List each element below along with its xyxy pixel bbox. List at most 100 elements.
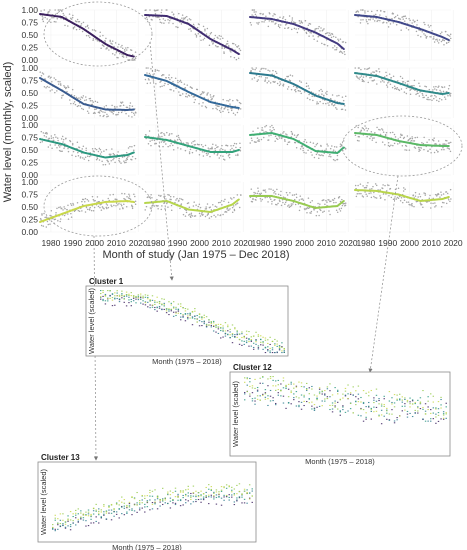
inset-data-point (87, 509, 90, 511)
data-point (431, 138, 434, 141)
data-point (223, 47, 226, 50)
inset-data-point (82, 513, 85, 515)
data-point (329, 97, 332, 100)
data-point (373, 191, 375, 194)
data-point (71, 16, 74, 19)
data-point (128, 107, 131, 109)
data-point (288, 15, 291, 17)
data-point (333, 201, 335, 204)
data-point (308, 35, 310, 37)
inset-data-point (194, 318, 196, 320)
inset-data-point (409, 401, 411, 403)
data-point (84, 26, 87, 28)
data-point (220, 106, 223, 108)
inset-data-point (164, 497, 166, 499)
inset-data-point (128, 501, 131, 503)
data-point (299, 195, 302, 197)
data-point (216, 154, 219, 156)
data-point (100, 151, 103, 153)
data-point (78, 97, 80, 99)
data-point (146, 72, 148, 74)
inset-data-point (144, 294, 147, 296)
data-point (376, 9, 378, 12)
data-point (293, 134, 296, 136)
data-point (322, 199, 325, 201)
inset-data-point (103, 514, 105, 516)
data-point (438, 85, 440, 87)
inset-data-point (411, 399, 414, 401)
data-point (403, 91, 406, 93)
data-point (310, 32, 313, 34)
inset-data-point (251, 398, 254, 400)
inset-data-point (159, 501, 161, 503)
inset-data-point (169, 497, 172, 499)
data-point (270, 188, 272, 190)
data-point (41, 15, 44, 17)
data-point (145, 134, 147, 136)
inset-data-point (223, 486, 225, 488)
data-point (317, 27, 319, 30)
data-point (196, 88, 199, 91)
data-point (175, 199, 177, 201)
data-point (433, 36, 435, 38)
inset-data-point (208, 484, 210, 486)
inset-data-point (140, 302, 142, 304)
data-point (207, 152, 209, 155)
data-point (331, 33, 334, 35)
data-point (342, 99, 345, 102)
data-point (55, 211, 57, 214)
data-point (319, 100, 321, 103)
data-point (177, 147, 179, 149)
inset-data-point (380, 403, 383, 405)
data-point (163, 22, 165, 24)
data-point (301, 22, 304, 24)
inset-data-point (146, 506, 149, 508)
data-point (443, 148, 445, 151)
inset-data-point (262, 393, 264, 395)
inset-data-point (391, 409, 393, 411)
inset-data-point (170, 302, 173, 304)
data-point (216, 146, 218, 149)
data-point (48, 137, 51, 140)
inset-data-point (267, 339, 269, 341)
data-point (439, 196, 441, 198)
data-point (260, 76, 262, 78)
data-point (186, 96, 188, 98)
data-point (110, 42, 112, 44)
data-point (177, 26, 179, 29)
inset-data-point (316, 399, 318, 401)
data-point (328, 104, 330, 106)
inset-data-point (272, 400, 274, 402)
inset-data-point (182, 314, 184, 316)
data-point (444, 30, 447, 33)
data-point (326, 201, 328, 203)
inset-data-point (254, 403, 256, 405)
inset-data-point (126, 511, 128, 513)
data-point (205, 152, 208, 155)
data-point (437, 42, 440, 44)
inset-data-point (197, 492, 200, 494)
data-point (231, 107, 233, 110)
inset-data-point (275, 380, 277, 382)
data-point (93, 108, 96, 110)
data-point (61, 135, 64, 138)
data-point (423, 136, 425, 139)
inset-data-point (267, 350, 269, 352)
inset-data-point (337, 401, 339, 403)
data-point (312, 35, 314, 37)
inset-data-point (184, 313, 187, 315)
inset-data-point (250, 339, 253, 341)
data-point (292, 85, 295, 87)
data-point (106, 113, 108, 116)
data-point (419, 195, 422, 198)
inset-data-point (126, 506, 128, 508)
data-point (367, 81, 369, 84)
data-point (315, 93, 317, 95)
data-point (418, 95, 421, 97)
inset-data-point (195, 500, 197, 503)
data-point (198, 203, 201, 205)
inset-data-point (82, 519, 85, 521)
data-point (221, 203, 223, 206)
inset-data-point (158, 300, 161, 303)
inset-data-point (298, 404, 300, 406)
